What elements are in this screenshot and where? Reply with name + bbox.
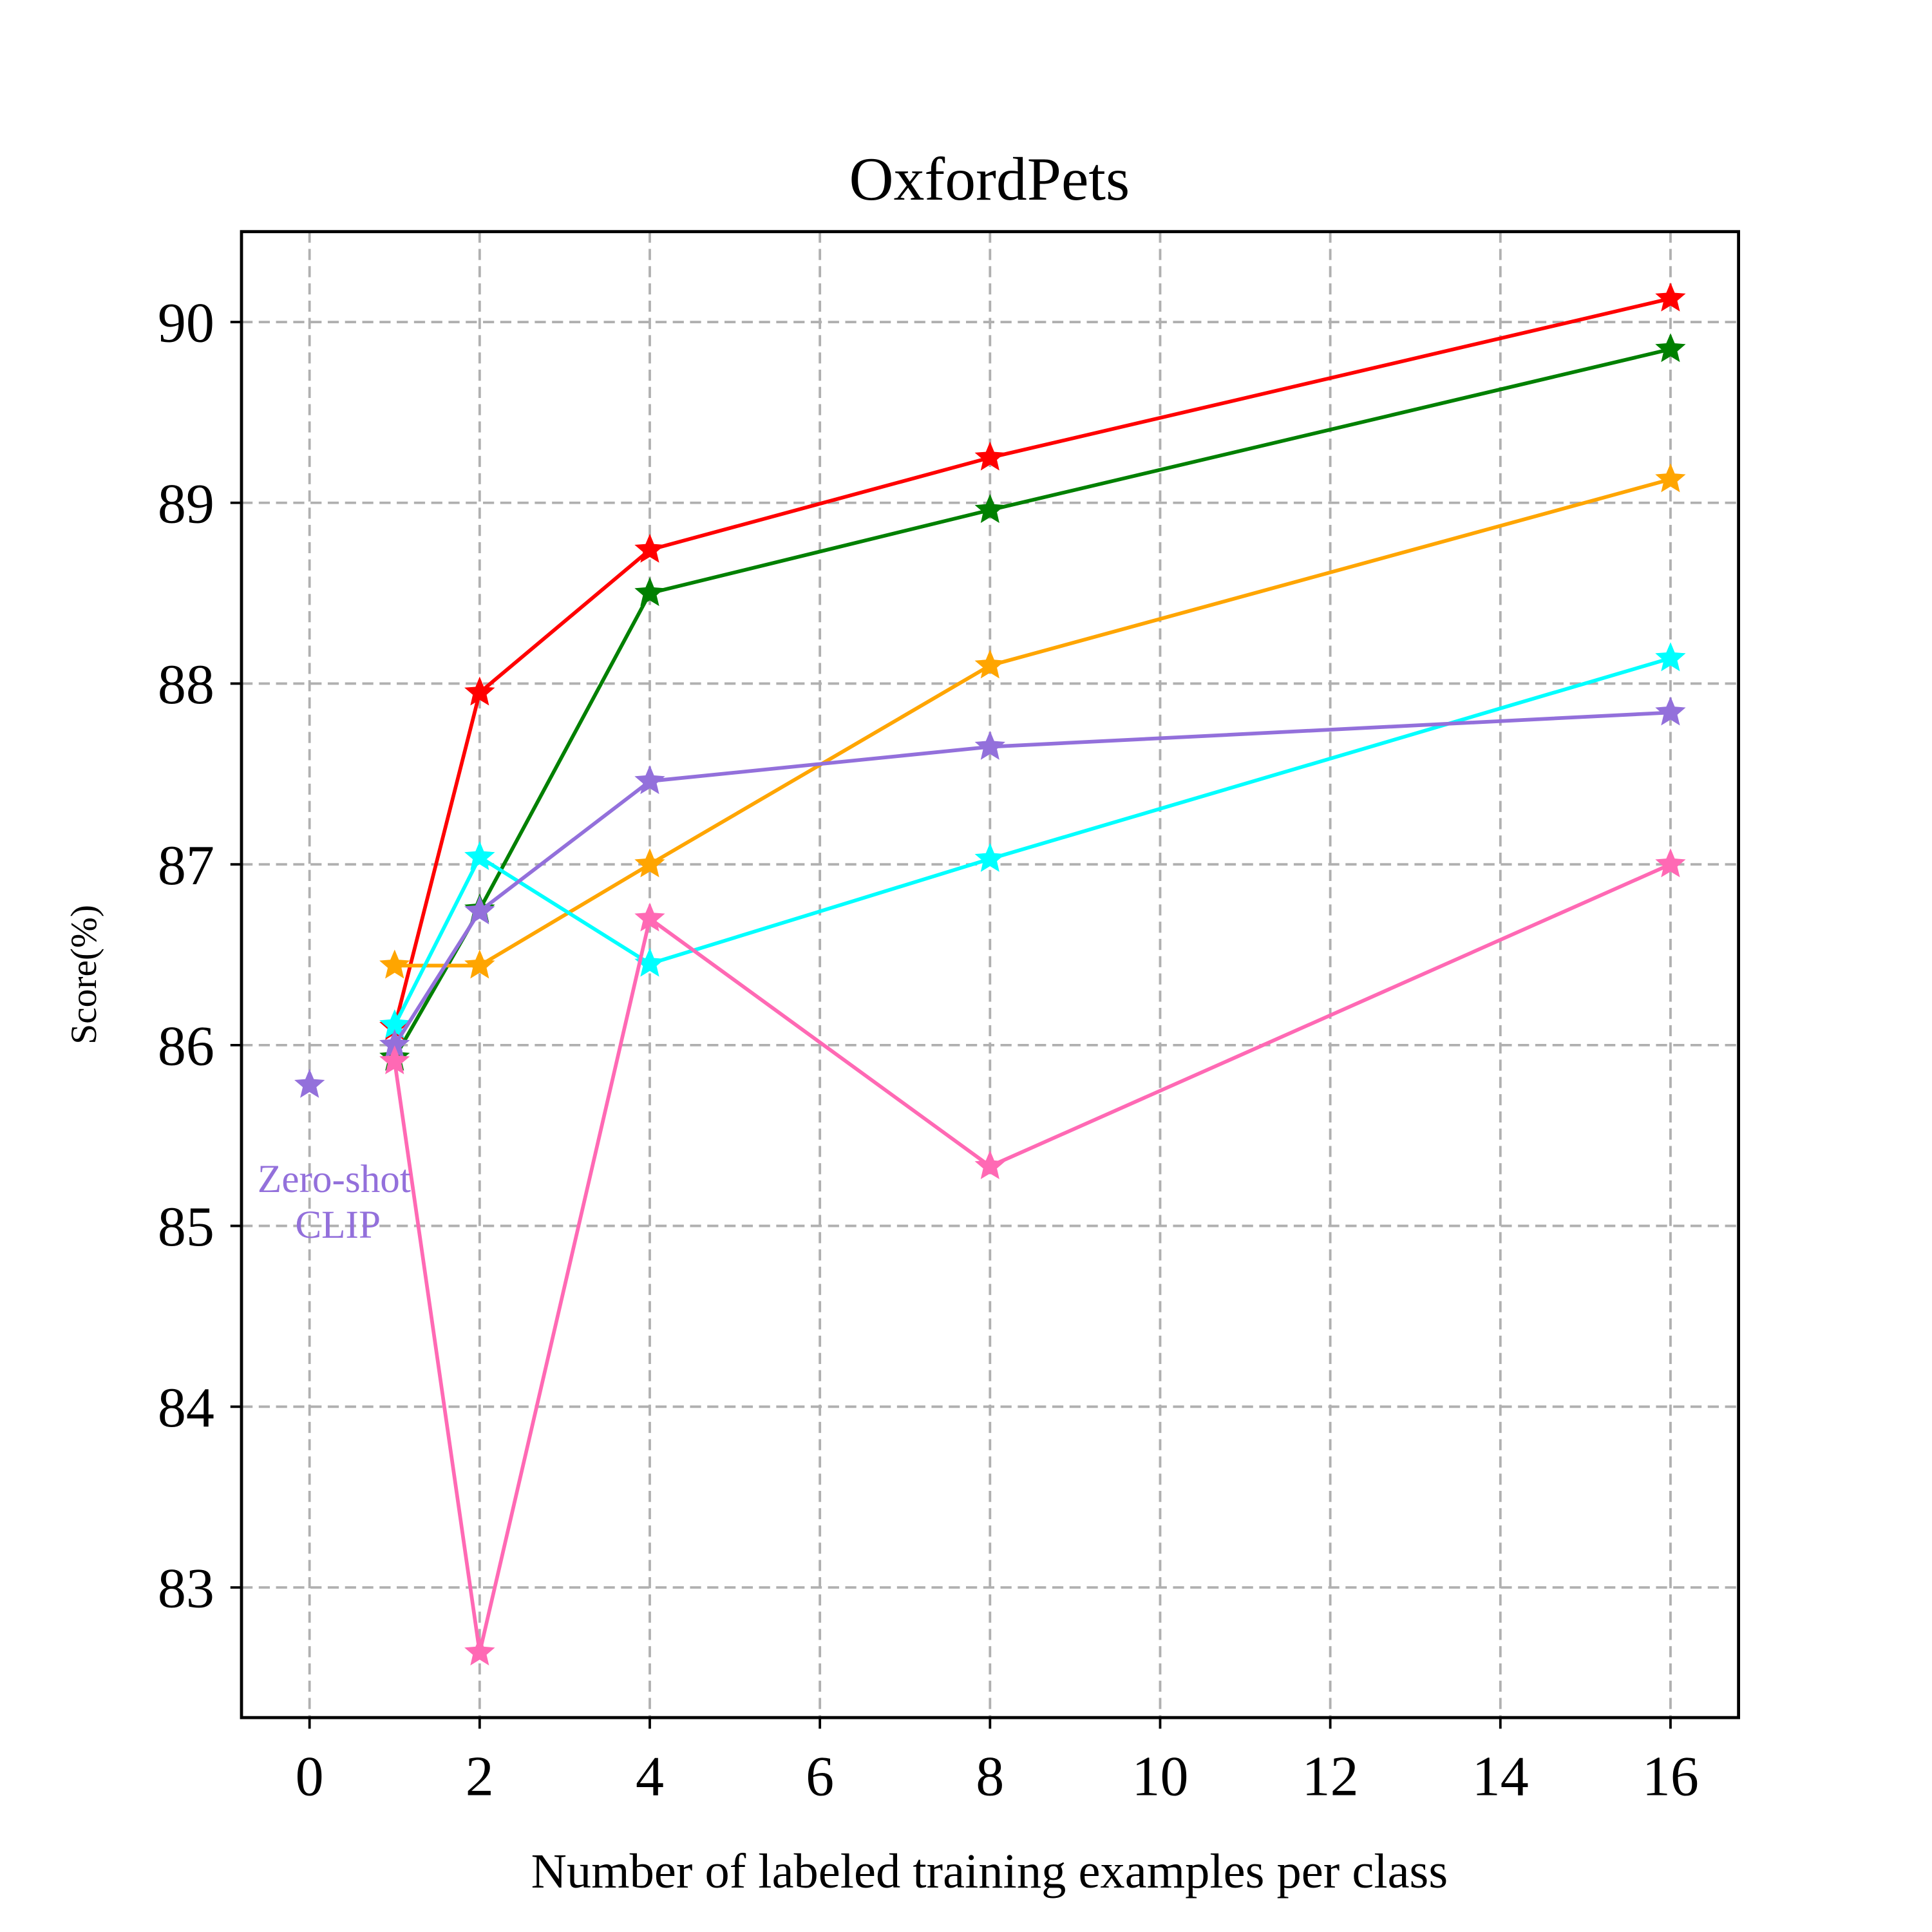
y-tick-label: 90 [158, 292, 214, 355]
data-point-orange [379, 949, 410, 979]
y-tick-label: 84 [158, 1377, 214, 1439]
data-point-purple [1655, 696, 1686, 726]
x-tick-label: 2 [466, 1746, 494, 1808]
series-purple [379, 696, 1686, 1058]
zero-shot-label-line2: CLIP [295, 1203, 381, 1247]
y-tick-label: 87 [158, 835, 214, 897]
series-lines [294, 282, 1686, 1666]
y-tick-label: 83 [158, 1558, 214, 1620]
data-point-green [634, 577, 665, 607]
data-point-orange [974, 649, 1006, 679]
data-point-pink [379, 1045, 410, 1075]
data-point-orange [1655, 463, 1686, 493]
data-point-orange [464, 949, 495, 979]
x-axis-label: Number of labeled training examples per … [531, 1844, 1448, 1899]
y-tick-label: 88 [158, 654, 214, 716]
data-point-purple [974, 730, 1006, 760]
x-tick-label: 16 [1642, 1746, 1699, 1808]
data-point-green [974, 494, 1006, 524]
data-point-cyan [464, 840, 495, 871]
data-point-red [1655, 282, 1686, 312]
x-tick-label: 0 [296, 1746, 324, 1808]
y-axis-label: Score(%) [64, 905, 104, 1045]
data-point-pink [1655, 848, 1686, 878]
data-point-green [1655, 333, 1686, 363]
data-point-red [464, 676, 495, 706]
data-point-pink [464, 1636, 495, 1666]
data-point-cyan [974, 842, 1006, 872]
x-tick-label: 4 [636, 1746, 664, 1808]
ticks: 0 2 4 6 8 10 12 14 16 83 84 85 86 87 88 89 90 [158, 292, 1699, 1808]
zero-shot-label-line1: Zero-shot [258, 1157, 411, 1201]
data-point-orange [634, 848, 665, 878]
data-point-purple [634, 765, 665, 795]
x-tick-label: 8 [976, 1746, 1004, 1808]
x-tick-label: 10 [1132, 1746, 1188, 1808]
x-tick-label: 12 [1302, 1746, 1359, 1808]
y-tick-label: 85 [158, 1196, 214, 1258]
y-tick-label: 86 [158, 1015, 214, 1077]
plot-frame [240, 230, 1741, 1719]
data-point-purple [464, 895, 495, 925]
data-point-cyan [1655, 642, 1686, 672]
series-pink [379, 848, 1686, 1666]
series-cyan [379, 642, 1686, 1039]
data-point-cyan [634, 947, 665, 977]
data-point-pink [974, 1150, 1006, 1179]
x-tick-label: 6 [806, 1746, 834, 1808]
data-point-red [634, 533, 665, 563]
data-point-purple [379, 1028, 410, 1058]
zero-shot-point [294, 1068, 325, 1098]
chart-title: OxfordPets [849, 145, 1130, 213]
data-point-red [974, 441, 1006, 471]
data-point-pink [634, 902, 665, 932]
x-tick-label: 14 [1472, 1746, 1529, 1808]
series-orange [379, 463, 1686, 979]
y-tick-label: 89 [158, 473, 214, 535]
